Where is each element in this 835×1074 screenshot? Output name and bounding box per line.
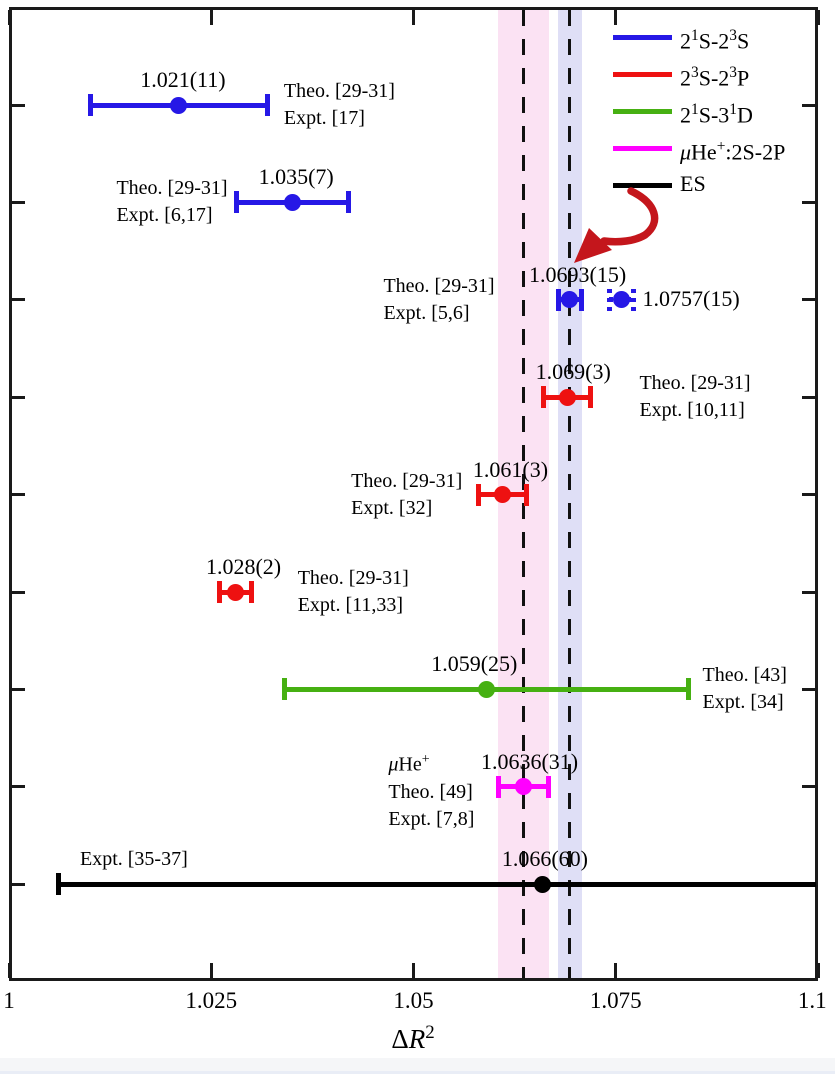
marker-row2	[283, 193, 301, 211]
y-axis-tick-left	[12, 200, 25, 204]
reference-line-21s-23s	[568, 10, 572, 978]
error-bar-cap-left-row1	[87, 94, 93, 116]
value-label-row2: 1.035(7)	[258, 164, 334, 190]
legend-line-3	[613, 109, 672, 114]
error-bar-cap-right-row7	[685, 678, 691, 701]
annotation-arrow-body	[600, 187, 659, 246]
y-axis-tick-right	[802, 687, 815, 691]
marker-row7	[477, 680, 495, 698]
error-bar-cap-right-row3	[630, 288, 636, 311]
x-tick-label: 1.075	[589, 988, 642, 1013]
error-bar-cap-right-row6	[248, 581, 254, 603]
x-axis-tick-top	[816, 10, 820, 25]
value-label-row7: 1.059(25)	[431, 651, 518, 677]
value-label-row9: 1.066(60)	[501, 846, 589, 872]
ref-label-row9: Expt. [35-37]	[80, 848, 188, 871]
ref-label-row3: Theo. [29-31] Expt. [5,6]	[383, 274, 495, 324]
value-label-row5: 1.061(3)	[472, 456, 549, 482]
ref-label-row1: Theo. [29-31] Expt. [17]	[283, 80, 395, 129]
y-axis-tick-left	[12, 395, 25, 399]
error-bar-cap-right-row8	[545, 775, 551, 798]
x-axis-tick-bottom	[7, 963, 11, 978]
marker-row5	[493, 486, 511, 504]
error-bar-cap-left-row3	[607, 288, 613, 311]
marker-row4	[558, 388, 576, 406]
legend-label-1: 21S-23S	[680, 27, 750, 54]
error-bar-row9	[57, 881, 816, 887]
error-bar-cap-right-row1	[264, 94, 270, 116]
legend-line-4	[613, 146, 672, 151]
error-bar-cap-left-row5	[476, 483, 482, 506]
value-label-row1: 1.021(11)	[140, 67, 226, 92]
ref-label-row5: Theo. [29-31] Expt. [32]	[351, 469, 463, 519]
error-bar-cap-left-row3	[555, 288, 561, 311]
ref-label-row8: μHe+ Theo. [49] Expt. [7,8]	[388, 752, 475, 830]
footer-strip-line	[0, 1071, 835, 1074]
x-tick-label: 1	[3, 988, 15, 1013]
x-axis-tick-top	[412, 10, 415, 25]
ref-label-row4: Theo. [29-31] Expt. [10,11]	[639, 372, 751, 422]
y-axis-tick-left	[12, 590, 25, 594]
y-axis-tick-left	[12, 493, 25, 497]
x-axis-tick-top	[7, 10, 11, 25]
x-axis-tick-top	[209, 10, 213, 25]
error-bar-cap-left-row8	[496, 775, 502, 798]
legend-line-1	[613, 35, 672, 40]
value-label-row4: 1.069(3)	[535, 359, 611, 385]
legend-line-2	[613, 72, 672, 77]
y-axis-tick-right	[802, 493, 815, 497]
legend-label-3: 21S-31D	[680, 101, 753, 128]
marker-row1	[170, 96, 188, 114]
value-label-row8: 1.0636(31)	[480, 748, 579, 774]
x-axis-tick-top	[614, 10, 618, 25]
marker-row9	[534, 875, 552, 893]
error-bar-cap-left-row6	[217, 581, 223, 603]
y-axis-tick-right	[802, 395, 815, 399]
ref-label-row2: Theo. [29-31] Expt. [6,17]	[116, 177, 228, 227]
value-label-row3-right: 1.0757(15)	[642, 285, 740, 311]
y-axis-tick-right	[802, 785, 815, 789]
ref-label-row6: Theo. [29-31] Expt. [11,33]	[297, 567, 409, 616]
y-axis-tick-right	[802, 298, 815, 302]
error-bar-cap-right-row3	[578, 288, 584, 311]
x-axis-tick-bottom	[816, 963, 820, 978]
value-label-row6: 1.028(2)	[205, 554, 282, 579]
x-tick-label: 1.1	[797, 988, 827, 1013]
ref-label-row7: Theo. [43] Expt. [34]	[702, 664, 787, 714]
y-axis-tick-left	[12, 882, 25, 886]
error-bar-cap-right-row2	[345, 191, 351, 214]
y-axis-tick-left	[12, 785, 25, 789]
x-axis-tick-bottom	[412, 963, 415, 978]
error-bar-cap-left-row9	[55, 873, 61, 896]
x-axis-tick-bottom	[614, 963, 618, 978]
y-axis-tick-left	[12, 298, 25, 302]
legend-label-5: ES	[680, 171, 706, 196]
x-axis-tick-bottom	[209, 963, 213, 978]
legend-label-2: 23S-23P	[680, 64, 750, 91]
x-tick-label: 1.05	[393, 988, 434, 1013]
y-axis-tick-right	[802, 200, 815, 204]
error-bar-cap-left-row7	[282, 678, 288, 701]
legend-label-4: μHe+:2S-2P	[680, 138, 786, 165]
marker-row3-dotted	[612, 291, 630, 309]
marker-row6	[227, 583, 245, 601]
error-bar-cap-right-row4	[588, 386, 594, 409]
error-bar-cap-left-row2	[233, 191, 239, 214]
error-bar-cap-left-row4	[540, 386, 546, 409]
x-axis-label: ΔR2	[391, 1022, 435, 1054]
y-axis-tick-right	[802, 590, 815, 594]
y-axis-tick-left	[12, 687, 25, 691]
value-label-row3: 1.0693(15)	[529, 261, 627, 287]
marker-row8	[515, 778, 533, 796]
x-tick-label: 1.025	[185, 988, 238, 1013]
legend-line-5	[613, 183, 672, 188]
y-axis-tick-right	[802, 103, 815, 107]
marker-row3	[561, 291, 579, 309]
footer-strip	[0, 1058, 835, 1074]
error-bar-cap-right-row5	[523, 483, 529, 506]
y-axis-tick-left	[12, 103, 25, 107]
